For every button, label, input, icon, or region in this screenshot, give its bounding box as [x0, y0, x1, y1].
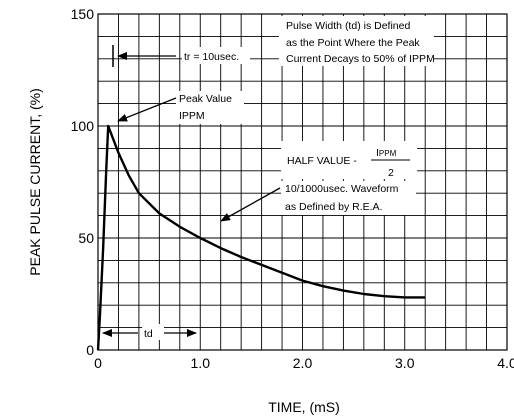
tick-labels: 0 1.0 2.0 3.0 4.0 0 50 100 150 — [71, 6, 514, 371]
td-label: td — [144, 328, 153, 340]
peak-arrow — [117, 97, 177, 122]
y-tick-label: 0 — [86, 342, 94, 358]
y-axis-title: PEAK PULSE CURRENT, (%) — [27, 88, 43, 275]
x-axis-title: TIME, (mS) — [268, 399, 340, 415]
waveform-line2: as Defined by R.E.A. — [285, 201, 382, 213]
plot-frame — [97, 13, 508, 351]
x-tick-label: 1.0 — [191, 355, 211, 371]
waveform-annotation-bg — [281, 181, 416, 215]
x-tick-label: 4.0 — [497, 355, 514, 371]
half-value-numerator: IPPM — [376, 147, 397, 159]
pulse-width-note-line1: Pulse Width (td) is Defined — [286, 20, 410, 32]
waveform-curve — [96, 124, 426, 351]
pulse-width-annotation-bg — [279, 16, 434, 66]
peak-value-label: Peak Value — [179, 93, 232, 105]
waveform-line1: 10/1000usec. Waveform — [285, 183, 399, 195]
x-tick-label: 2.0 — [293, 355, 313, 371]
x-tick-label: 0 — [94, 355, 102, 371]
tr-annotation-bg — [182, 47, 250, 64]
y-tick-label: 100 — [71, 118, 95, 134]
waveform-arrow — [220, 187, 281, 222]
x-tick-label: 3.0 — [395, 355, 415, 371]
peak-value-ippm: IPPM — [179, 110, 205, 122]
pulse-width-note-line2: as the Point Where the Peak — [286, 37, 420, 49]
y-tick-label: 150 — [71, 6, 95, 22]
axes — [97, 13, 508, 351]
y-tick-label: 50 — [78, 230, 94, 246]
pulse-width-note-line3: Current Decays to 50% of IPPM — [286, 53, 435, 65]
td-annotation-bg — [142, 324, 164, 340]
tr-label: tr = 10usec. — [184, 51, 239, 63]
half-value-denominator: 2 — [388, 167, 394, 179]
peak-annotation-bg — [176, 91, 244, 124]
half-value-prefix: HALF VALUE - — [287, 155, 357, 167]
